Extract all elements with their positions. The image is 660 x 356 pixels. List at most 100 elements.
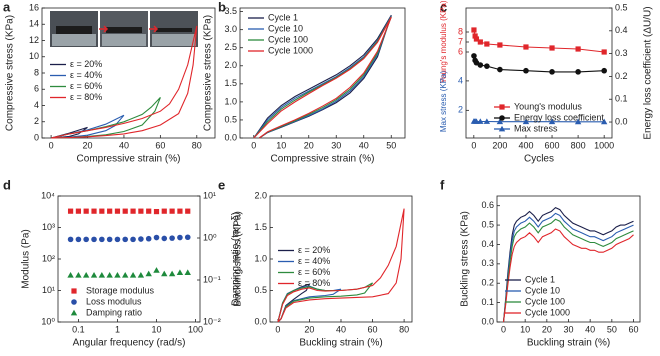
marker [67, 272, 74, 278]
marker [122, 208, 128, 214]
marker [91, 236, 97, 243]
legend-label: ε = 80% [70, 92, 102, 102]
x-tick-label: 20 [542, 324, 552, 334]
marker [601, 49, 607, 55]
x-tick-label: 400 [518, 140, 533, 150]
y-tick-label: 0.5 [224, 114, 237, 124]
x-axis-label: Buckling strain (%) [527, 338, 610, 349]
marker [185, 208, 191, 214]
x-tick-label: 60 [368, 324, 378, 334]
marker [71, 299, 77, 305]
legend-label: ε = 60% [298, 267, 330, 277]
legend-label: Cycle 100 [525, 296, 565, 306]
panel-label: f [440, 177, 445, 192]
x-tick-label: 200 [492, 140, 507, 150]
marker [129, 272, 137, 278]
x-tick-label: 40 [119, 140, 129, 150]
marker [137, 272, 145, 278]
legend-label: ε = 80% [298, 278, 330, 288]
y-tick-label: 4 [34, 100, 39, 110]
series-line [253, 15, 392, 139]
y-tick-label: 1.0 [224, 96, 237, 106]
series-line [277, 208, 405, 323]
marker [82, 272, 90, 278]
y-tick-label: 2.0 [224, 60, 237, 70]
marker [153, 208, 160, 215]
y2-tick-label: 10⁻¹ [203, 274, 221, 284]
marker [107, 208, 113, 214]
marker [477, 118, 484, 124]
marker [153, 234, 160, 241]
legend-label: Cycle 1 [525, 274, 555, 284]
x-tick-label: 10 [276, 140, 286, 150]
y-tick-label: 6 [458, 46, 463, 56]
y-tick-label: 6 [34, 84, 39, 94]
y2-tick-label: 0.3 [615, 48, 628, 58]
x-axis-label: Angular frequency (rad/s) [73, 338, 186, 349]
x-tick-label: 0 [501, 324, 506, 334]
marker [122, 272, 129, 278]
x-tick-label: 20 [304, 140, 314, 150]
series-line [253, 16, 392, 139]
legend-label: Cycle 1000 [268, 45, 313, 55]
panel-label: b [218, 0, 226, 14]
legend-label: Cycle 10 [525, 285, 560, 295]
legend-label: Energy loss coefficient [514, 112, 604, 122]
marker [484, 41, 490, 47]
y-tick-label: 7 [458, 36, 463, 46]
marker [67, 236, 74, 243]
y3-tick-label: 4 [458, 75, 463, 85]
y-axis-label: Compressive stress (KPa) [5, 15, 16, 131]
legend-label: Loss modulus [86, 296, 142, 306]
y-tick-label: 0.6 [481, 200, 494, 210]
plot-frame [465, 7, 613, 139]
marker [498, 125, 506, 132]
marker [153, 267, 160, 273]
legend-label: ε = 20% [298, 245, 330, 255]
x-tick-label: 0 [471, 140, 476, 150]
marker [471, 53, 477, 59]
series-line [502, 228, 634, 323]
marker [75, 236, 82, 243]
panel-label: a [3, 0, 11, 14]
marker [575, 69, 581, 75]
x-tick-label: 0 [49, 140, 54, 150]
marker [177, 234, 183, 241]
marker [548, 118, 556, 125]
marker [146, 208, 152, 214]
marker [138, 208, 144, 214]
series-line [502, 206, 634, 323]
marker [497, 42, 503, 48]
x-axis-label: Buckling strain (%) [299, 338, 382, 349]
legend-label: Young's modulus [514, 101, 582, 111]
y-tick-label: 0.0 [224, 132, 237, 142]
y-tick-label: 2.0 [254, 190, 267, 200]
marker [184, 269, 191, 276]
y-axis-label: Buckling stress (KPa) [460, 211, 471, 307]
x-tick-label: 0 [251, 140, 256, 150]
x-axis-label: Cycles [524, 154, 554, 165]
marker [177, 208, 183, 214]
series-line [502, 212, 634, 323]
y-tick-label: 1.0 [254, 253, 267, 263]
y-tick-label: 0.0 [481, 316, 494, 326]
marker [499, 104, 505, 110]
marker [483, 118, 491, 124]
marker [106, 272, 113, 278]
y-tick-label: 12 [29, 35, 39, 45]
x-tick-label: 1 [115, 324, 120, 334]
marker [497, 66, 503, 73]
y-tick-label: 0.4 [481, 239, 494, 249]
marker [75, 208, 82, 214]
marker [83, 236, 89, 243]
series-line [473, 55, 605, 73]
y2-tick-label: 10⁰ [203, 232, 217, 242]
y-tick-label: 14 [29, 19, 39, 29]
series-line [473, 29, 605, 53]
y-tick-label: 0.1 [481, 297, 494, 307]
marker [484, 63, 490, 69]
marker [91, 208, 97, 214]
legend-label: Max stress [514, 123, 558, 133]
marker [496, 118, 504, 125]
